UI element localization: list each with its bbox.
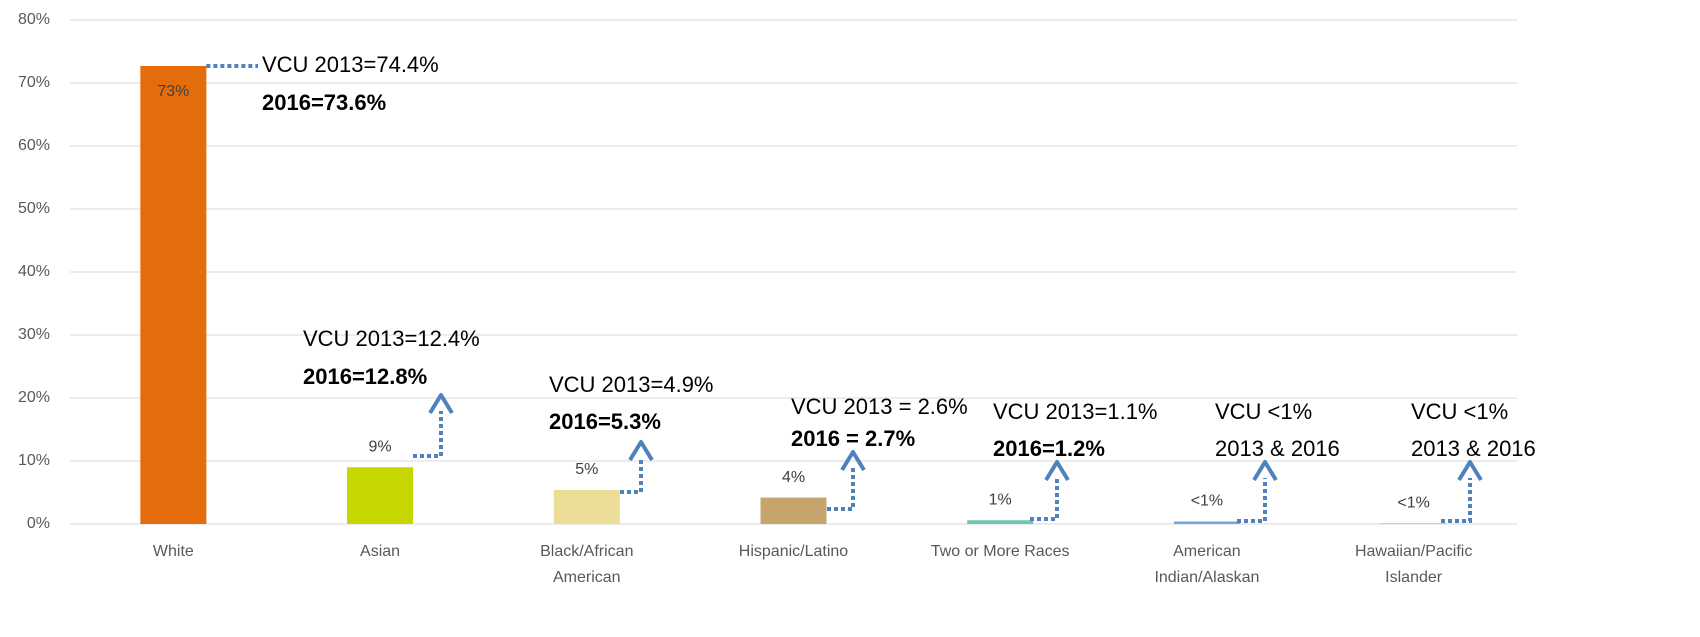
bar — [140, 65, 207, 525]
y-tick-label: 50% — [18, 200, 50, 217]
x-tick-label: White — [153, 543, 194, 560]
bar — [347, 467, 414, 524]
value-label: 1% — [989, 491, 1012, 508]
y-tick-label: 20% — [18, 389, 50, 406]
y-tick-label: 40% — [18, 263, 50, 280]
annotation: VCU <1% — [1215, 399, 1312, 424]
y-tick-label: 60% — [18, 137, 50, 154]
annotation: VCU 2013 = 2.6% — [791, 394, 968, 419]
annotation: 2016=12.8% — [303, 364, 427, 389]
x-tick-label: Hispanic/Latino — [739, 543, 849, 560]
annotation: VCU 2013=12.4% — [303, 326, 480, 351]
annotation: VCU <1% — [1411, 399, 1508, 424]
value-label: 9% — [369, 439, 392, 456]
arrowhead — [428, 393, 454, 415]
value-label: 5% — [575, 461, 598, 478]
x-tick-label: American Indian/Alaskan — [1154, 543, 1259, 586]
annotation: VCU 2013=1.1% — [993, 399, 1158, 424]
connector — [1237, 478, 1267, 523]
bar — [760, 497, 827, 524]
arrowhead — [628, 440, 654, 462]
annotation: VCU 2013=4.9% — [549, 372, 714, 397]
value-label: 4% — [782, 469, 805, 486]
y-tick-label: 10% — [18, 452, 50, 469]
connector — [620, 458, 643, 494]
value-label: 73% — [157, 83, 189, 100]
annotation: 2016=73.6% — [262, 90, 386, 115]
y-tick-label: 80% — [18, 11, 50, 28]
arrowhead — [1457, 460, 1483, 482]
connector — [413, 411, 443, 458]
annotation: VCU 2013=74.4% — [262, 52, 439, 77]
annotation: 2016=5.3% — [549, 409, 661, 434]
bar — [1380, 523, 1447, 524]
connector — [827, 468, 855, 511]
y-tick-label: 30% — [18, 326, 50, 343]
arrowhead — [1044, 460, 1070, 482]
bar — [553, 489, 620, 524]
annotation: 2013 & 2016 — [1411, 436, 1536, 461]
bar — [967, 520, 1034, 524]
x-tick-label: Asian — [360, 543, 400, 560]
value-label: <1% — [1191, 493, 1223, 510]
connector — [1441, 478, 1472, 523]
arrowhead — [1252, 460, 1278, 482]
x-tick-label: Black/African American — [540, 543, 633, 586]
arrowhead — [840, 450, 866, 472]
annotation: 2016=1.2% — [993, 436, 1105, 461]
x-tick-label: Two or More Races — [931, 543, 1070, 560]
value-label: <1% — [1397, 495, 1429, 512]
x-tick-label: Hawaiian/Pacific Islander — [1355, 543, 1472, 586]
annotation: 2016 = 2.7% — [791, 426, 915, 451]
connector — [1030, 478, 1059, 521]
annotation: 2013 & 2016 — [1215, 436, 1340, 461]
y-tick-label: 0% — [27, 515, 50, 532]
y-tick-label: 70% — [18, 74, 50, 91]
bar — [1173, 521, 1240, 524]
